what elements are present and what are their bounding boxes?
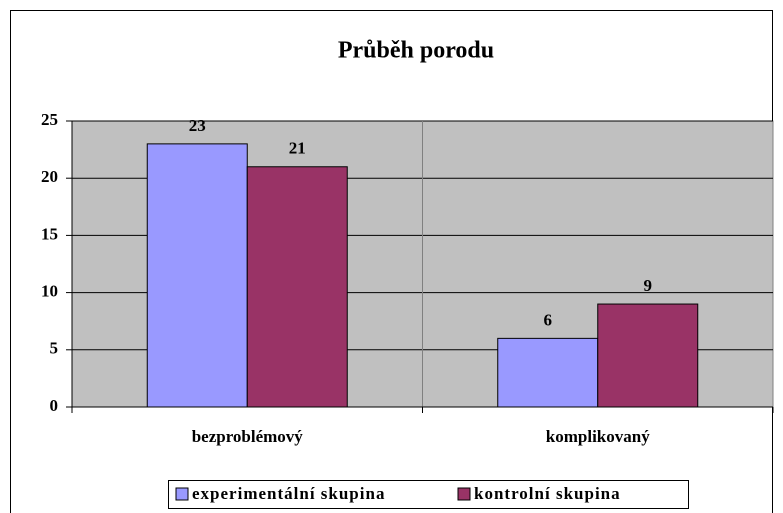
legend-label: experimentální skupina	[192, 484, 385, 503]
data-label: 9	[644, 276, 653, 295]
data-label: 23	[189, 116, 206, 135]
y-tick-label: 25	[41, 110, 58, 129]
bar	[497, 337, 599, 408]
legend-label: kontrolní skupina	[474, 484, 621, 503]
data-label: 6	[544, 310, 553, 329]
y-tick-label: 20	[41, 167, 58, 186]
chart-title: Průběh porodu	[338, 38, 494, 64]
y-tick-label: 10	[41, 282, 58, 301]
x-tick-label: komplikovaný	[546, 427, 650, 446]
legend-swatch	[175, 487, 189, 501]
y-tick-label: 0	[50, 396, 59, 415]
x-tick-label: bezproblémový	[192, 427, 304, 446]
bar	[146, 143, 248, 408]
data-label: 21	[289, 139, 306, 158]
bar	[246, 166, 348, 408]
legend-box	[168, 480, 689, 509]
legend-swatch	[457, 487, 471, 501]
bar	[597, 303, 699, 408]
y-tick-label: 15	[41, 224, 58, 243]
y-tick-label: 5	[50, 339, 59, 358]
